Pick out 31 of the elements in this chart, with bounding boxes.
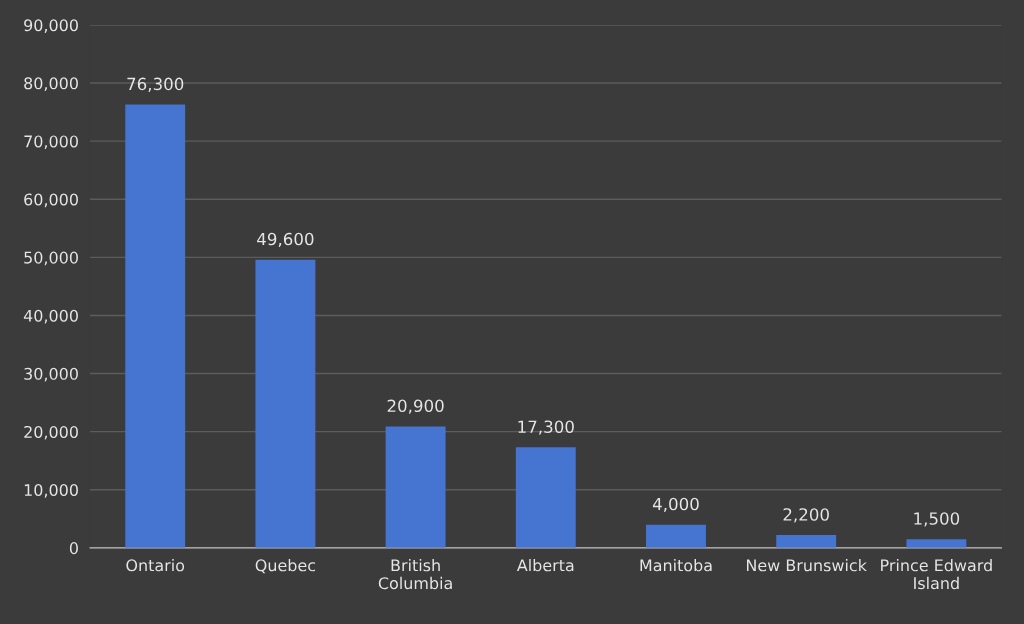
- y-tick-label: 90,000: [24, 19, 78, 33]
- x-tick-label: Quebec: [255, 558, 316, 574]
- bar: [385, 426, 446, 548]
- y-tick-label: 0: [69, 542, 78, 555]
- y-tick-label: 80,000: [24, 77, 78, 91]
- bar: [255, 259, 316, 548]
- data-label: 49,600: [257, 232, 314, 248]
- x-tick-label: Alberta: [516, 558, 574, 572]
- data-label: 4,000: [652, 497, 699, 512]
- bar: [906, 539, 967, 548]
- data-label: 2,200: [783, 508, 829, 523]
- x-tick-label: Manitoba: [640, 558, 712, 572]
- y-tick-label: 30,000: [24, 367, 78, 382]
- y-tick-label: 60,000: [24, 193, 78, 208]
- bar: [515, 447, 576, 548]
- data-label: 1,500: [914, 512, 960, 527]
- data-label: 20,900: [387, 399, 444, 414]
- bar: [776, 535, 837, 548]
- y-tick-label: 20,000: [24, 425, 78, 440]
- x-tick-label: Ontario: [126, 558, 185, 572]
- bar: [125, 104, 186, 548]
- x-tick-label: British Columbia: [378, 558, 452, 590]
- y-tick-label: 50,000: [24, 251, 78, 266]
- y-tick-label: 10,000: [24, 483, 78, 498]
- data-label: 17,300: [518, 420, 574, 435]
- x-tick-label: Prince Edward Island: [881, 558, 992, 590]
- data-label: 76,300: [127, 77, 184, 92]
- y-tick-label: 70,000: [24, 135, 78, 150]
- x-tick-label: New Brunswick: [746, 558, 867, 572]
- bar: [646, 524, 706, 548]
- y-tick-label: 40,000: [23, 309, 78, 324]
